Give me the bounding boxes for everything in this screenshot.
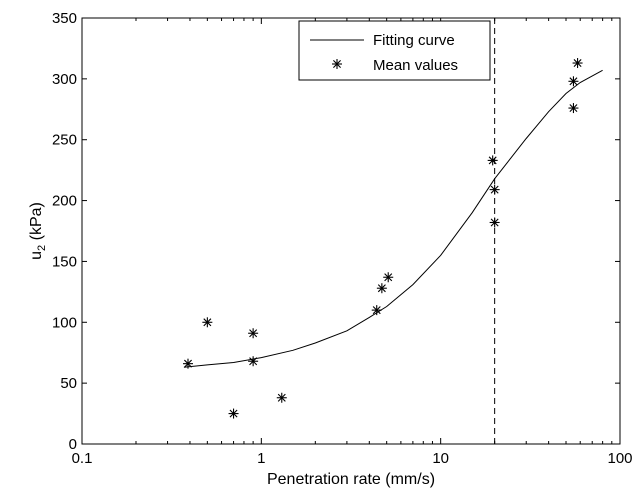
data-point <box>489 217 500 228</box>
y-tick-label: 250 <box>52 132 77 149</box>
data-point <box>248 328 259 339</box>
data-point <box>489 184 500 195</box>
legend-asterisk <box>332 59 342 69</box>
x-tick-label: 10 <box>432 450 449 467</box>
data-point <box>376 283 387 294</box>
mean-values-points <box>182 58 583 419</box>
data-point <box>228 408 239 419</box>
data-point <box>383 272 394 283</box>
data-point <box>248 356 259 367</box>
y-tick-label: 50 <box>60 375 77 392</box>
data-point <box>487 155 498 166</box>
data-point <box>276 392 287 403</box>
data-point <box>572 58 583 69</box>
y-axis-label: u2 (kPa) <box>28 202 48 260</box>
legend-entry-fitting-curve: Fitting curve <box>373 32 455 49</box>
legend-box <box>298 20 491 81</box>
plot-frame <box>81 17 621 445</box>
y-tick-label: 200 <box>52 193 77 210</box>
data-point <box>568 103 579 114</box>
data-point <box>568 76 579 87</box>
x-tick-label: 100 <box>607 450 632 467</box>
data-point <box>202 317 213 328</box>
y-axis-label-main: u <box>28 251 45 260</box>
y-tick-label: 150 <box>52 253 77 270</box>
legend-asterisk-swatch <box>332 59 342 69</box>
legend: Fitting curve Mean values <box>298 20 491 81</box>
data-point <box>371 305 382 316</box>
y-axis-label-unit: (kPa) <box>28 202 45 245</box>
y-tick-label: 300 <box>52 71 77 88</box>
y-tick-label: 350 <box>52 10 77 27</box>
y-tick-label: 100 <box>52 314 77 331</box>
legend-entry-mean-values: Mean values <box>373 57 458 74</box>
y-axis-label-subscript: 2 <box>36 245 48 251</box>
x-tick-label: 1 <box>257 450 265 467</box>
y-axis-ticks: 0 50 100 150 200 250 300 350 <box>52 10 620 453</box>
data-point <box>182 358 193 369</box>
y-tick-label: 0 <box>69 436 77 453</box>
x-tick-label: 0.1 <box>72 450 93 467</box>
x-axis-label: Penetration rate (mm/s) <box>267 471 435 488</box>
